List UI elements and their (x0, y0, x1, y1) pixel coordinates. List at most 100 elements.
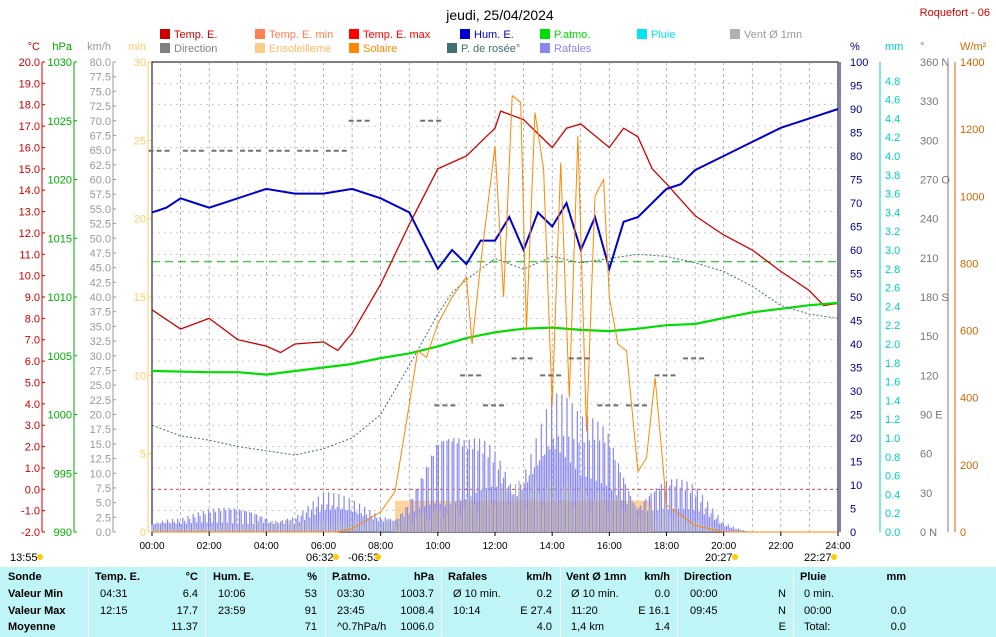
axis-tick-label: 20.0 (19, 57, 40, 69)
legend-label: Pluie (651, 29, 675, 41)
table-cell: N (778, 605, 786, 617)
x-tick-label: 18:00 (654, 541, 679, 552)
axis-tick-label: 20 (134, 214, 146, 226)
table-header: Vent Ø 1mn (566, 571, 627, 583)
table-cell: 4.0 (536, 621, 552, 633)
table-cell: 00:00 (690, 588, 718, 600)
axis-tick-label: 0 (850, 527, 856, 539)
axis-tick-label: 17.5 (90, 424, 111, 436)
axis-tick-label: 200 (960, 460, 978, 472)
axis-tick-label: 2.8 (885, 264, 900, 276)
sun-marker (831, 554, 837, 560)
axis-tick-label: 4.8 (885, 76, 900, 88)
axis-tick-label: 55 (850, 269, 862, 281)
axis-tick-label: 12.0 (19, 228, 40, 240)
table-cell: 0.0 (890, 621, 906, 633)
legend-swatch (160, 29, 170, 39)
axis-tick-label: 3.2 (885, 226, 900, 238)
x-tick-label: 24:00 (825, 541, 850, 552)
sun-marker (732, 554, 738, 560)
legend-label: Hum. E. (474, 29, 514, 41)
table-cell: 10:14 (453, 605, 481, 617)
x-tick-label: 06:00 (311, 541, 336, 552)
series-line-pderose (151, 253, 839, 456)
axis-tick-label: 60.0 (90, 175, 111, 187)
axis-tick-label: 2.0 (25, 442, 40, 454)
sun-marker (333, 554, 339, 560)
axis-tick-label: 20 (850, 433, 862, 445)
axis-tick-label: 45 (850, 316, 862, 328)
table-cell: 1008.4 (400, 605, 434, 617)
legend-label: Rafales (554, 43, 592, 55)
axis-tick-label: 1020 (48, 175, 72, 187)
table-row-label: Valeur Max (8, 605, 66, 617)
axis-tick-label: 25 (134, 135, 146, 147)
axis-tick-label: 5 (140, 449, 146, 461)
axis-tick-label: 1030 (48, 57, 72, 69)
table-header: Temp. E. (95, 571, 141, 583)
axis-tick-label: 0 (960, 527, 966, 539)
axis-tick-label: 40.0 (90, 292, 111, 304)
table-row-label: Moyenne (8, 621, 56, 633)
axis-tick-label: 9.0 (25, 292, 40, 304)
legend-label: P.atmo. (554, 29, 591, 41)
station-name: Roquefort - 06 (920, 7, 990, 19)
sun-time-label: 22:27 (804, 552, 832, 564)
axis-tick-label: 40 (850, 339, 862, 351)
table-cell: 03:30 (337, 588, 365, 600)
axis-tick-label: 18.0 (19, 100, 40, 112)
axis-tick-label: 32.5 (90, 336, 111, 348)
x-tick-label: 12:00 (482, 541, 507, 552)
axis-unit-label: mm (885, 41, 903, 53)
axis-tick-label: 60 (920, 449, 932, 461)
axis-tick-label: 22.5 (90, 395, 111, 407)
legend-label: Temp. E. (174, 29, 217, 41)
axis-tick-label: 150 (920, 331, 938, 343)
x-tick-label: 16:00 (597, 541, 622, 552)
axis-tick-label: 27.5 (90, 365, 111, 377)
axis-tick-label: 30 (850, 386, 862, 398)
axis-tick-label: 1200 (960, 124, 984, 136)
axis-tick-label: 25.0 (90, 380, 111, 392)
table-cell: 17.7 (176, 605, 198, 617)
table-cell: 04:31 (100, 588, 128, 600)
legend-label: Temp. E. min (269, 29, 333, 41)
legend-swatch (255, 43, 265, 53)
table-separator (88, 567, 89, 637)
axis-unit-label: % (850, 41, 860, 53)
axis-tick-label: 67.5 (90, 130, 111, 142)
axis-tick-label: 20.0 (90, 410, 111, 422)
table-cell: 0.0 (654, 588, 670, 600)
legend-swatch (349, 43, 359, 53)
axis-tick-label: 57.5 (90, 189, 111, 201)
axis-tick-label: 270 O (920, 175, 950, 187)
table-header: mm (886, 571, 906, 583)
table-cell: 1006.0 (400, 621, 434, 633)
legend-swatch (160, 43, 170, 53)
table-cell: 09:45 (690, 605, 718, 617)
sun-marker (375, 554, 381, 560)
axis-tick-label: 0.0 (96, 527, 111, 539)
legend-label: Solaire (363, 43, 397, 55)
axis-tick-label: 2.4 (885, 301, 900, 313)
axis-tick-label: 12.5 (90, 454, 111, 466)
table-cell: 91 (304, 605, 317, 617)
table-header: Rafales (448, 571, 488, 583)
axis-tick-label: 52.5 (90, 219, 111, 231)
axis-tick-label: 50.0 (90, 233, 111, 245)
axis-tick-label: 4.4 (885, 113, 900, 125)
table-cell: E 27.4 (520, 605, 552, 617)
series-line-tempe (151, 110, 839, 354)
table-separator (325, 567, 326, 637)
axis-tick-label: 3.8 (885, 170, 900, 182)
sun-time-label: 13:55 (10, 552, 38, 564)
axis-tick-label: 17.0 (19, 121, 40, 133)
x-tick-label: 10:00 (425, 541, 450, 552)
table-cell: 71 (304, 621, 317, 633)
axis-tick-label: 7.5 (96, 483, 111, 495)
axis-tick-label: 10 (850, 480, 862, 492)
table-cell: Total: (804, 621, 831, 633)
axis-tick-label: 3.6 (885, 189, 900, 201)
table-cell: 1.4 (654, 621, 670, 633)
legend-swatch (447, 43, 457, 53)
